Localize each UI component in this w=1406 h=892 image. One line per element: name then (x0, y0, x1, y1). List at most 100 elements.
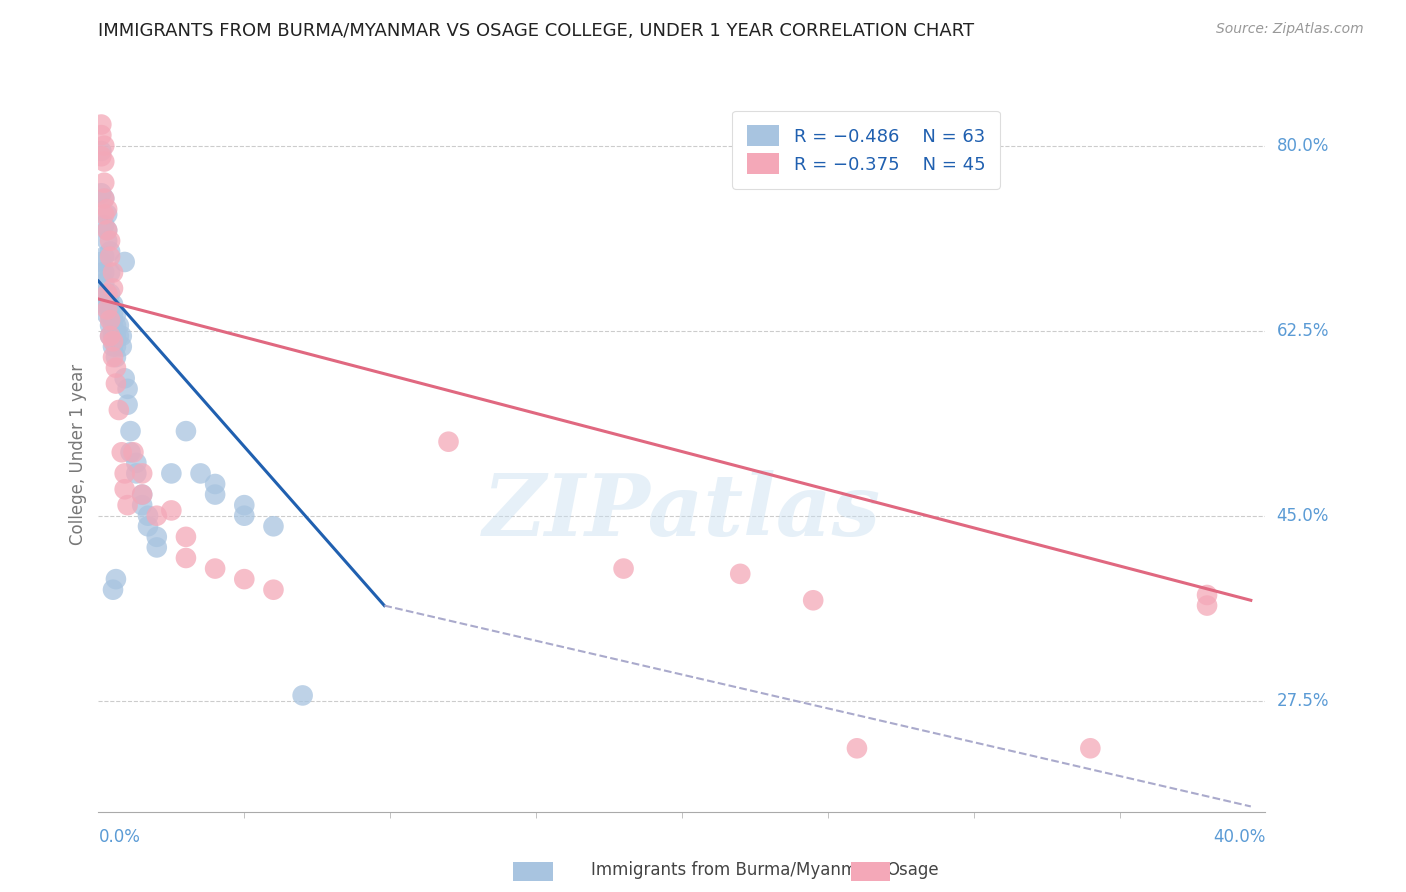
Text: 27.5%: 27.5% (1277, 691, 1329, 710)
Point (93, 154, 115, 169)
Text: 0.0%: 0.0% (98, 828, 141, 846)
Text: 40.0%: 40.0% (1213, 828, 1265, 846)
Point (108, 318, 131, 333)
Point (98, 329, 121, 343)
Point (96, 202, 118, 216)
Point (96, 223, 118, 237)
Point (111, 445, 134, 459)
Text: 45.0%: 45.0% (1277, 507, 1329, 524)
Point (104, 376, 127, 391)
Point (101, 582, 124, 597)
Point (93, 250, 115, 264)
Point (111, 329, 134, 343)
Point (104, 340, 127, 354)
Point (96, 223, 118, 237)
Text: ZIPatlas: ZIPatlas (482, 470, 882, 554)
Point (160, 467, 183, 481)
Point (845, 741, 868, 756)
Point (117, 498, 139, 512)
Point (96, 286, 118, 301)
Point (146, 530, 169, 544)
Point (233, 572, 256, 586)
Point (104, 350, 127, 364)
Point (204, 561, 226, 575)
Point (291, 689, 314, 703)
Point (93, 266, 115, 280)
Legend: R = −0.486    N = 63, R = −0.375    N = 45: R = −0.486 N = 63, R = −0.375 N = 45 (733, 111, 1000, 188)
Point (101, 297, 124, 311)
Point (96, 234, 118, 248)
Point (90, 149, 112, 163)
Point (125, 467, 148, 481)
Point (98, 313, 121, 327)
Point (131, 487, 153, 501)
Y-axis label: College, Under 1 year: College, Under 1 year (69, 364, 87, 546)
Point (136, 519, 159, 533)
Point (114, 467, 136, 481)
Point (101, 266, 124, 280)
Point (93, 138, 115, 153)
Point (96, 308, 118, 322)
Point (728, 566, 751, 581)
Point (131, 487, 153, 501)
Point (96, 297, 118, 311)
Point (90, 186, 112, 201)
Text: Osage: Osage (886, 861, 938, 879)
Point (131, 467, 153, 481)
Point (114, 483, 136, 497)
Point (204, 487, 226, 501)
Point (101, 308, 124, 322)
Point (93, 297, 115, 311)
Point (262, 582, 284, 597)
Point (233, 498, 256, 512)
Point (1195, 588, 1218, 602)
Text: IMMIGRANTS FROM BURMA/MYANMAR VS OSAGE COLLEGE, UNDER 1 YEAR CORRELATION CHART: IMMIGRANTS FROM BURMA/MYANMAR VS OSAGE C… (98, 22, 974, 40)
Point (108, 329, 131, 343)
Point (160, 503, 183, 517)
Point (1195, 599, 1218, 613)
Point (101, 340, 124, 354)
Point (90, 144, 112, 158)
Point (98, 266, 121, 280)
Point (104, 329, 127, 343)
Point (101, 350, 124, 364)
Point (96, 207, 118, 221)
Point (93, 286, 115, 301)
Point (104, 318, 127, 333)
Text: 80.0%: 80.0% (1277, 136, 1329, 154)
Point (98, 250, 121, 264)
Point (90, 266, 112, 280)
Point (104, 572, 127, 586)
Point (108, 403, 131, 417)
Point (131, 498, 153, 512)
Point (101, 329, 124, 343)
Point (612, 561, 634, 575)
Point (204, 477, 226, 491)
Point (117, 382, 139, 396)
Point (96, 286, 118, 301)
Point (90, 118, 112, 132)
Point (120, 445, 142, 459)
Text: Immigrants from Burma/Myanmar: Immigrants from Burma/Myanmar (591, 861, 873, 879)
Point (93, 207, 115, 221)
Point (262, 519, 284, 533)
Point (98, 234, 121, 248)
Point (117, 398, 139, 412)
Point (136, 508, 159, 523)
Point (174, 424, 197, 438)
Point (93, 192, 115, 206)
Point (146, 508, 169, 523)
Point (104, 308, 127, 322)
Point (98, 244, 121, 259)
Point (101, 318, 124, 333)
Point (114, 371, 136, 385)
Point (104, 360, 127, 375)
Point (90, 128, 112, 142)
Point (233, 508, 256, 523)
Point (1080, 741, 1102, 756)
Point (101, 281, 124, 295)
Point (93, 276, 115, 290)
Point (98, 318, 121, 333)
Point (93, 176, 115, 190)
Point (437, 434, 460, 449)
